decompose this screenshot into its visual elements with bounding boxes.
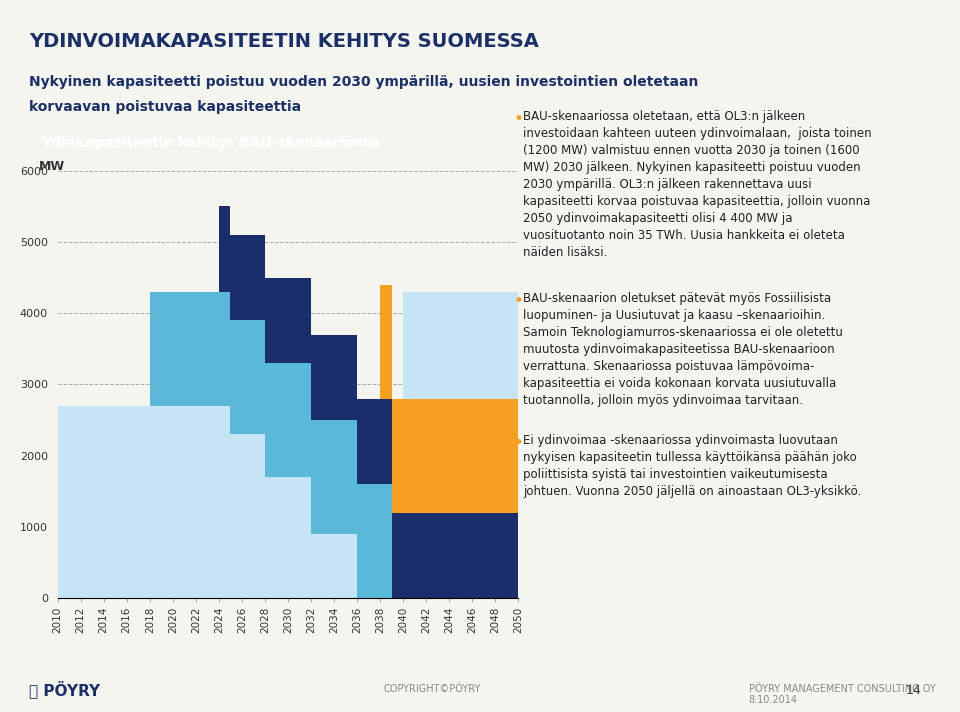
Text: Ei ydinvoimaa -skenaariossa ydinvoimasta luovutaan
nykyisen kapasiteetin tulless: Ei ydinvoimaa -skenaariossa ydinvoimasta… (523, 434, 861, 498)
Text: BAU-skenaarion oletukset pätevät myös Fossiilisista
luopuminen- ja Uusiutuvat ja: BAU-skenaarion oletukset pätevät myös Fo… (523, 292, 843, 407)
Text: MW: MW (38, 160, 64, 173)
Text: PÖYRY MANAGEMENT CONSULTING OY
8.10.2014: PÖYRY MANAGEMENT CONSULTING OY 8.10.2014 (749, 684, 936, 705)
Text: Ydinkapasiteetin kehitys BAU-skenaariossa: Ydinkapasiteetin kehitys BAU-skenaarioss… (40, 136, 380, 150)
Text: 14: 14 (906, 684, 922, 696)
Text: Ⓟ PÖYRY: Ⓟ PÖYRY (29, 680, 100, 698)
Text: YDINVOIMAKAPASITEETIN KEHITYS SUOMESSA: YDINVOIMAKAPASITEETIN KEHITYS SUOMESSA (29, 32, 539, 51)
Text: BAU-skenaariossa oletetaan, että OL3:n jälkeen
investoidaan kahteen uuteen ydinv: BAU-skenaariossa oletetaan, että OL3:n j… (523, 110, 872, 259)
Text: •: • (514, 434, 523, 452)
Text: COPYRIGHT©PÖYRY: COPYRIGHT©PÖYRY (383, 684, 481, 693)
Text: •: • (514, 110, 523, 128)
Text: •: • (514, 292, 523, 310)
Text: korvaavan poistuvaa kapasiteettia: korvaavan poistuvaa kapasiteettia (29, 100, 300, 114)
Text: Nykyinen kapasiteetti poistuu vuoden 2030 ympärillä, uusien investointien oletet: Nykyinen kapasiteetti poistuu vuoden 203… (29, 75, 698, 89)
